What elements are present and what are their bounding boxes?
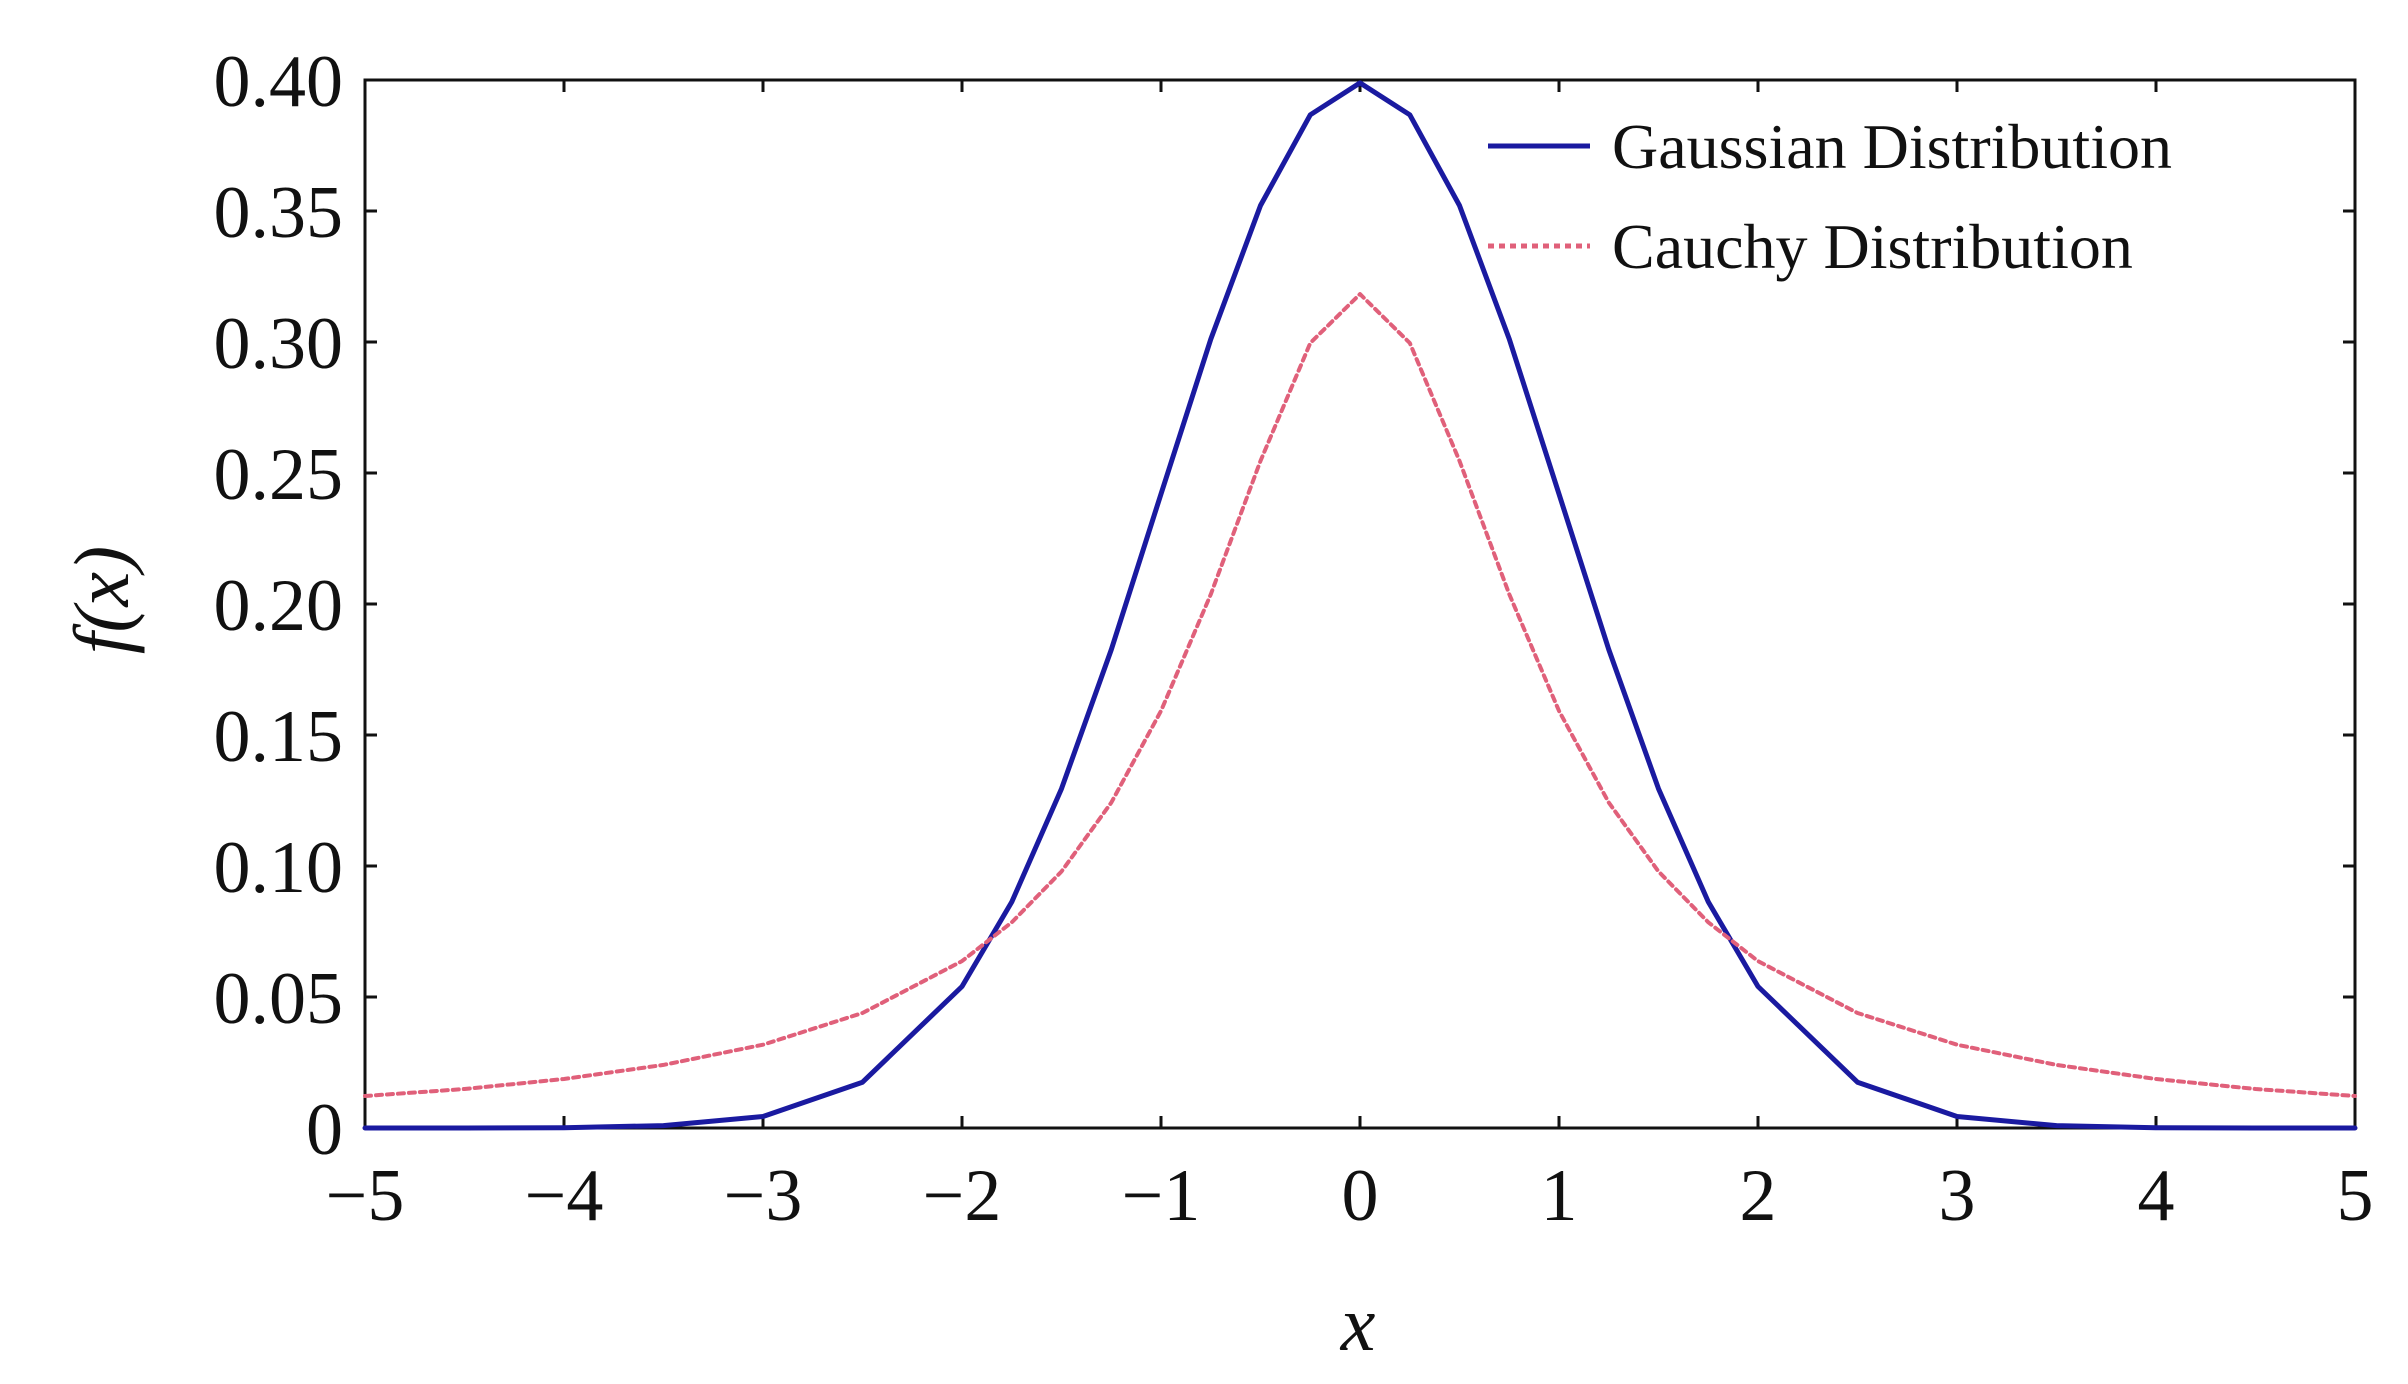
y-tick-label: 0.20: [214, 565, 344, 647]
x-tick-label: −4: [525, 1155, 604, 1237]
y-tick-label: 0: [306, 1089, 343, 1171]
series-lines: [362, 80, 2358, 1131]
y-tick-label: 0.40: [214, 41, 344, 123]
legend-label-gaussian: Gaussian Distribution: [1612, 111, 2172, 182]
x-tick-label: 0: [1342, 1155, 1379, 1237]
x-tick-label: −5: [326, 1155, 405, 1237]
x-tick-label: 5: [2337, 1155, 2374, 1237]
x-tick-label: −2: [923, 1155, 1002, 1237]
series-line-cauchy: [363, 292, 2357, 1098]
y-tick-label: 0.35: [214, 172, 344, 254]
y-axis-label: f(x): [58, 546, 145, 654]
y-tick-label: 0.30: [214, 303, 344, 385]
x-axis-label: x: [1340, 1280, 1376, 1367]
series-line-gaussian: [362, 80, 2358, 1131]
x-tick-label: −1: [1122, 1155, 1201, 1237]
x-tick-label: −3: [724, 1155, 803, 1237]
legend-label-cauchy: Cauchy Distribution: [1612, 211, 2133, 282]
x-tick-label: 3: [1939, 1155, 1976, 1237]
legend: Gaussian Distribution Cauchy Distributio…: [1488, 111, 2172, 282]
y-tick-label: 0.25: [214, 434, 344, 516]
x-tick-labels: −5 −4 −3 −2 −1 0 1 2 3 4 5: [326, 1155, 2374, 1237]
y-tick-label: 0.10: [214, 827, 344, 909]
x-tick-label: 4: [2138, 1155, 2175, 1237]
y-tick-label: 0.15: [214, 696, 344, 778]
x-tick-label: 1: [1541, 1155, 1578, 1237]
y-tick-labels: 0 0.05 0.10 0.15 0.20 0.25 0.30 0.35 0.40: [214, 41, 344, 1171]
y-tick-label: 0.05: [214, 958, 344, 1040]
x-tick-label: 2: [1740, 1155, 1777, 1237]
